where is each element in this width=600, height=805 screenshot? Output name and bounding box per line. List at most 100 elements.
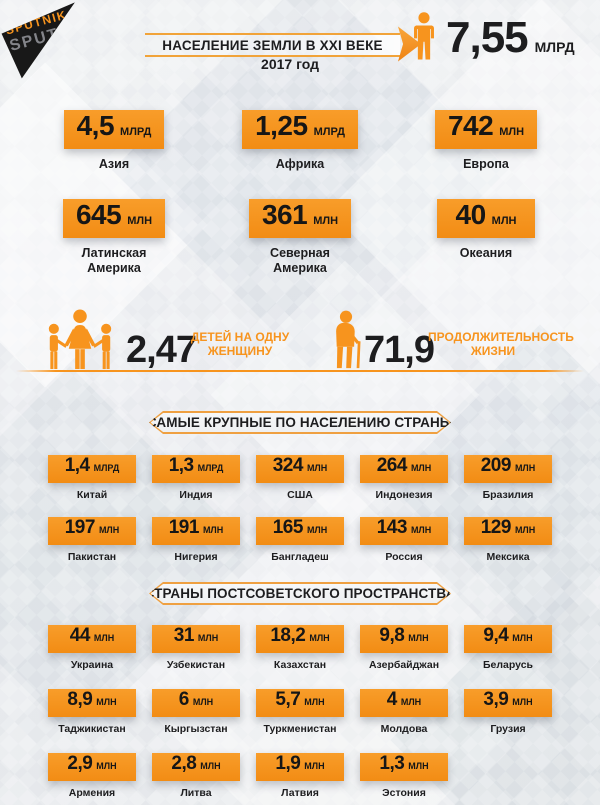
population-unit: МЛН bbox=[408, 633, 429, 643]
population-value-box: 3,9 МЛН bbox=[464, 689, 552, 717]
family-icon bbox=[48, 309, 112, 370]
population-unit: МЛН bbox=[410, 525, 432, 535]
population-value-box: 165 МЛН bbox=[256, 517, 344, 545]
world-total: 7,55 МЛРД bbox=[410, 12, 575, 60]
region-label: Индия bbox=[179, 489, 213, 501]
population-value-box: 645 МЛН bbox=[62, 198, 166, 238]
region-label: Индонезия bbox=[375, 489, 433, 501]
population-item: 4 МЛН Молдова bbox=[360, 689, 448, 735]
world-population: 7,55 МЛРД bbox=[446, 16, 575, 60]
population-item: 361 МЛН Северная Америка bbox=[245, 198, 355, 277]
population-unit: МЛРД bbox=[313, 126, 345, 138]
region-label: Океания bbox=[459, 245, 513, 260]
population-item: 8,9 МЛН Таджикистан bbox=[48, 689, 136, 735]
region-label: Туркменистан bbox=[263, 723, 337, 735]
population-unit: МЛН bbox=[410, 463, 432, 473]
population-item: 31 МЛН Узбекистан bbox=[152, 625, 240, 671]
population-value: 2,8 bbox=[171, 753, 197, 774]
region-label: Узбекистан bbox=[166, 659, 226, 671]
population-value: 191 bbox=[168, 517, 200, 538]
population-unit: МЛН bbox=[127, 214, 153, 227]
population-unit: МЛРД bbox=[120, 126, 152, 138]
life-expectancy-label: ПРОДОЛЖИТЕЛЬНОСТЬ ЖИЗНИ bbox=[428, 329, 574, 358]
region-label: Латвия bbox=[281, 787, 319, 799]
population-item: 40 МЛН Океания bbox=[437, 198, 535, 277]
region-label: Азербайджан bbox=[368, 659, 440, 671]
continents-grid: 4,5 МЛРД Азия 1,25 МЛРД Африка 742 МЛН Европа 645… bbox=[44, 110, 556, 277]
population-unit: МЛН bbox=[304, 697, 325, 707]
population-item: 2,8 МЛН Литва bbox=[152, 753, 240, 799]
region-label: Россия bbox=[385, 551, 423, 563]
population-value-box: 5,7 МЛН bbox=[256, 689, 344, 717]
baseline-rule bbox=[16, 370, 584, 372]
population-value-box: 9,8 МЛН bbox=[360, 625, 448, 653]
section-title: СТРАНЫ ПОСТСОВЕТСКОГО ПРОСТРАНСТВА bbox=[144, 586, 456, 601]
population-value-box: 1,3 МЛРД bbox=[152, 455, 240, 483]
population-item: 9,8 МЛН Азербайджан bbox=[360, 625, 448, 671]
population-value-box: 264 МЛН bbox=[360, 455, 448, 483]
population-value-box: 18,2 МЛН bbox=[256, 625, 344, 653]
population-value: 3,9 bbox=[483, 689, 509, 710]
population-unit: МЛН bbox=[96, 761, 117, 771]
population-unit: МЛН bbox=[408, 761, 429, 771]
population-item: 191 МЛН Нигерия bbox=[152, 517, 240, 563]
region-label: Африка bbox=[275, 157, 325, 171]
population-value: 4 bbox=[386, 689, 398, 710]
population-value: 143 bbox=[376, 517, 408, 538]
region-label: Грузия bbox=[490, 723, 526, 735]
population-unit: МЛН bbox=[400, 697, 422, 707]
population-unit: МЛН bbox=[512, 633, 533, 643]
key-stats: 2,47 ДЕТЕЙ НА ОДНУ ЖЕНЩИНУ 71,9 ПРОДОЛЖИ… bbox=[0, 306, 600, 372]
population-unit: МЛН bbox=[313, 214, 339, 227]
population-item: 165 МЛН Бангладеш bbox=[256, 517, 344, 563]
region-label: Азия bbox=[98, 157, 130, 171]
population-value-box: 1,4 МЛРД bbox=[48, 455, 136, 483]
region-label: Казахстан bbox=[273, 659, 327, 671]
population-value-box: 40 МЛН bbox=[437, 198, 535, 238]
population-value: 645 bbox=[75, 198, 122, 230]
population-value-box: 8,9 МЛН bbox=[48, 689, 136, 717]
population-value: 40 bbox=[455, 198, 487, 230]
population-item: 209 МЛН Бразилия bbox=[464, 455, 552, 501]
population-unit: МЛН bbox=[306, 463, 328, 473]
elderly-person-icon bbox=[336, 310, 361, 369]
population-value: 5,7 bbox=[275, 689, 301, 710]
population-value: 324 bbox=[272, 455, 304, 476]
population-value-box: 1,25 МЛРД bbox=[242, 110, 358, 149]
population-value-box: 742 МЛН bbox=[434, 110, 538, 149]
population-value: 197 bbox=[64, 517, 96, 538]
largest-countries-grid: 1,4 МЛРД Китай 1,3 МЛРД Индия 324 МЛН США 264 МЛН И… bbox=[40, 455, 560, 563]
population-unit: МЛН bbox=[499, 126, 525, 138]
population-value-box: 324 МЛН bbox=[256, 455, 344, 483]
population-item: 129 МЛН Мексика bbox=[464, 517, 552, 563]
population-value: 4,5 bbox=[76, 110, 115, 141]
population-value: 361 bbox=[261, 198, 308, 230]
population-value: 9,4 bbox=[483, 625, 509, 646]
population-value: 129 bbox=[480, 517, 512, 538]
sputnik-logo: SPUTNIK SPUTNIK bbox=[1, 2, 75, 79]
population-value: 1,4 bbox=[64, 455, 90, 476]
region-label: Мексика bbox=[486, 551, 530, 563]
population-value-box: 4,5 МЛРД bbox=[63, 110, 165, 149]
population-value-box: 9,4 МЛН bbox=[464, 625, 552, 653]
population-value: 209 bbox=[480, 455, 512, 476]
population-value-box: 143 МЛН bbox=[360, 517, 448, 545]
section-banner-post-soviet: СТРАНЫ ПОСТСОВЕТСКОГО ПРОСТРАНСТВА bbox=[149, 582, 451, 605]
population-item: 742 МЛН Европа bbox=[434, 110, 538, 173]
section-banner-largest-countries: САМЫЕ КРУПНЫЕ ПО НАСЕЛЕНИЮ СТРАНЫ bbox=[149, 411, 451, 434]
person-icon bbox=[414, 12, 434, 60]
population-unit: МЛН bbox=[306, 525, 328, 535]
region-label: Молдова bbox=[380, 723, 428, 735]
region-label: Эстония bbox=[382, 787, 426, 799]
region-label: Беларусь bbox=[482, 659, 534, 671]
population-value: 44 bbox=[69, 625, 91, 646]
population-unit: МЛН bbox=[197, 633, 219, 643]
world-population-unit: МЛРД bbox=[534, 39, 575, 55]
population-item: 197 МЛН Пакистан bbox=[48, 517, 136, 563]
population-value: 165 bbox=[272, 517, 304, 538]
population-unit: МЛН bbox=[96, 697, 117, 707]
population-value: 1,3 bbox=[379, 753, 405, 774]
population-unit: МЛН bbox=[304, 761, 325, 771]
year-label: 2017 год bbox=[261, 56, 319, 72]
